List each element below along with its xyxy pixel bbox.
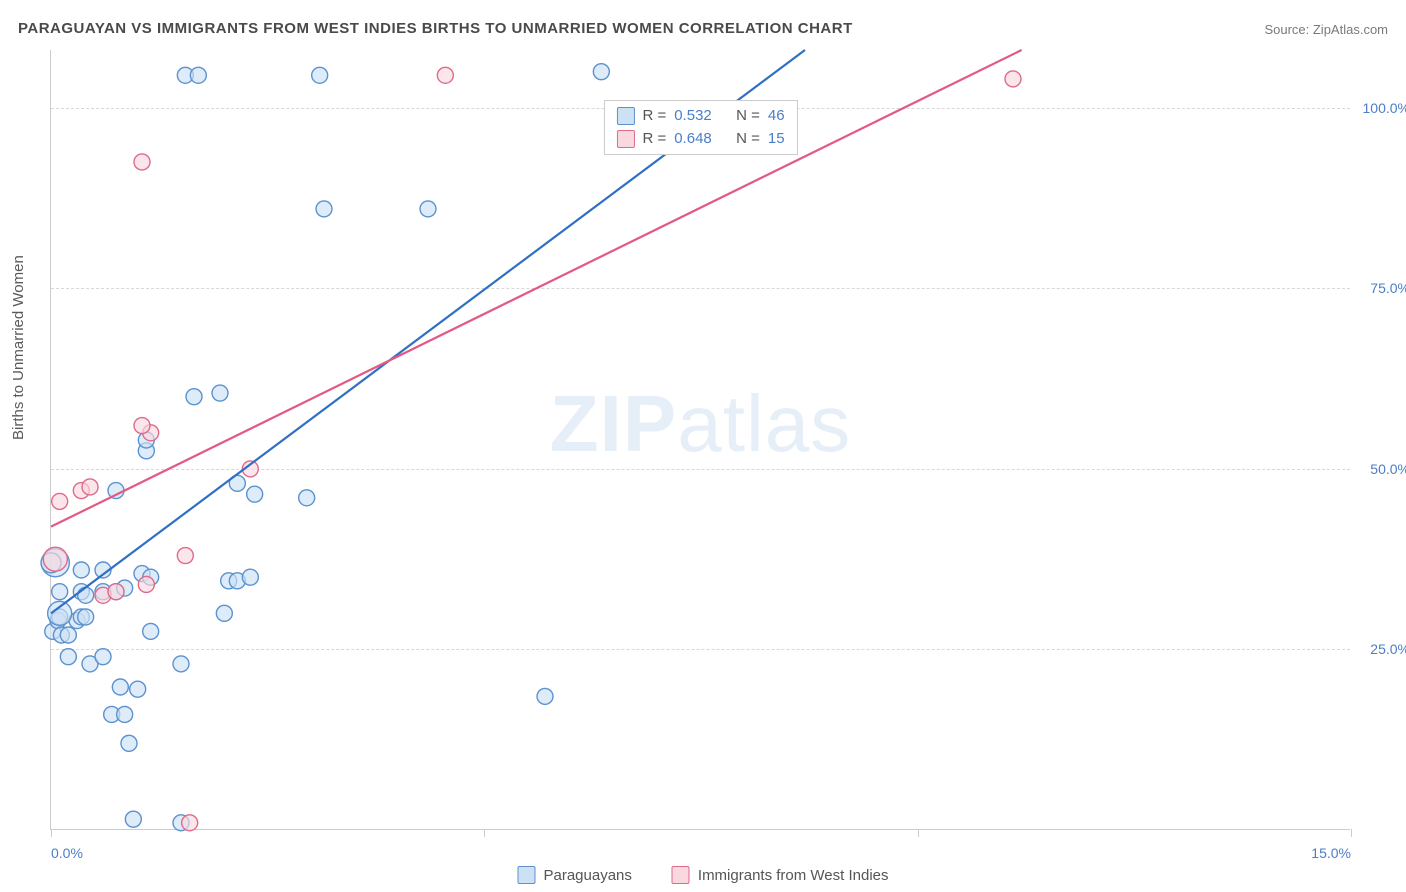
scatter-point	[299, 490, 315, 506]
scatter-point	[130, 681, 146, 697]
scatter-point	[420, 201, 436, 217]
scatter-point	[52, 584, 68, 600]
scatter-point	[52, 493, 68, 509]
source-label: Source: ZipAtlas.com	[1264, 22, 1388, 37]
scatter-point	[138, 576, 154, 592]
scatter-point	[108, 584, 124, 600]
scatter-point	[117, 706, 133, 722]
scatter-point	[177, 548, 193, 564]
legend-label-blue: Paraguayans	[543, 867, 631, 884]
chart-title: PARAGUAYAN VS IMMIGRANTS FROM WEST INDIE…	[18, 20, 853, 37]
N-blue: 46	[768, 105, 785, 128]
y-tick-label: 100.0%	[1355, 100, 1406, 116]
scatter-point	[78, 587, 94, 603]
trend-line	[51, 50, 1022, 527]
plot-area: ZIPatlas 25.0%50.0%75.0%100.0% 0.0%15.0%…	[50, 50, 1350, 830]
scatter-point	[134, 154, 150, 170]
scatter-svg	[51, 50, 1350, 829]
N-pink: 15	[768, 128, 785, 151]
legend-swatch-blue-icon	[517, 866, 535, 884]
x-tick	[484, 829, 485, 837]
N-label-2: N =	[736, 128, 760, 151]
scatter-point	[143, 623, 159, 639]
scatter-point	[121, 735, 137, 751]
N-label: N =	[736, 105, 760, 128]
x-tick	[918, 829, 919, 837]
scatter-point	[182, 815, 198, 831]
scatter-point	[108, 483, 124, 499]
x-tick-label: 0.0%	[51, 845, 83, 861]
scatter-point	[82, 479, 98, 495]
scatter-point	[112, 679, 128, 695]
stats-row-blue: R = 0.532 N = 46	[616, 105, 784, 128]
scatter-point	[593, 64, 609, 80]
legend-item-blue: Paraguayans	[517, 866, 631, 884]
stats-row-pink: R = 0.648 N = 15	[616, 128, 784, 151]
x-tick-label: 15.0%	[1311, 845, 1351, 861]
bottom-legend: Paraguayans Immigrants from West Indies	[517, 866, 888, 884]
scatter-point	[242, 569, 258, 585]
x-tick	[51, 829, 52, 837]
R-pink: 0.648	[674, 128, 712, 151]
scatter-point	[247, 486, 263, 502]
x-tick	[1351, 829, 1352, 837]
scatter-point	[73, 562, 89, 578]
scatter-point	[95, 649, 111, 665]
chart-container: PARAGUAYAN VS IMMIGRANTS FROM WEST INDIE…	[0, 0, 1406, 892]
scatter-point	[537, 688, 553, 704]
scatter-point	[43, 547, 67, 571]
scatter-point	[216, 605, 232, 621]
legend-item-pink: Immigrants from West Indies	[672, 866, 889, 884]
stats-box: R = 0.532 N = 46 R = 0.648 N = 15	[603, 100, 797, 155]
scatter-point	[60, 627, 76, 643]
scatter-point	[316, 201, 332, 217]
scatter-point	[125, 811, 141, 827]
y-axis-title: Births to Unmarried Women	[10, 255, 27, 440]
y-tick-label: 75.0%	[1355, 280, 1406, 296]
R-label-2: R =	[642, 128, 666, 151]
swatch-blue-icon	[616, 107, 634, 125]
y-tick-label: 25.0%	[1355, 641, 1406, 657]
scatter-point	[190, 67, 206, 83]
scatter-point	[134, 418, 150, 434]
scatter-point	[173, 656, 189, 672]
legend-swatch-pink-icon	[672, 866, 690, 884]
swatch-pink-icon	[616, 130, 634, 148]
scatter-point	[437, 67, 453, 83]
scatter-point	[312, 67, 328, 83]
scatter-point	[60, 649, 76, 665]
scatter-point	[78, 609, 94, 625]
R-label: R =	[642, 105, 666, 128]
y-tick-label: 50.0%	[1355, 461, 1406, 477]
legend-label-pink: Immigrants from West Indies	[698, 867, 889, 884]
scatter-point	[186, 389, 202, 405]
R-blue: 0.532	[674, 105, 712, 128]
scatter-point	[212, 385, 228, 401]
scatter-point	[1005, 71, 1021, 87]
